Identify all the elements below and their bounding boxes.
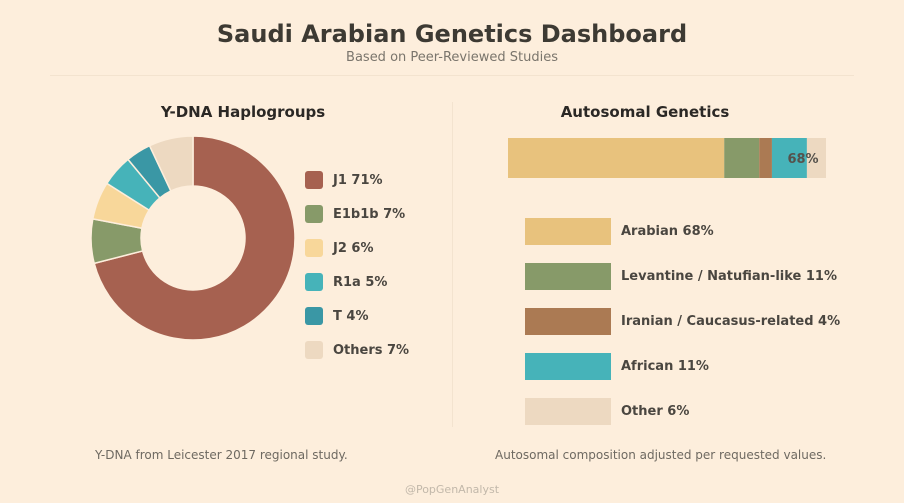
legend-label: Arabian 68%: [621, 224, 714, 239]
legend-swatch: [525, 398, 611, 425]
legend-label: J1 71%: [333, 172, 383, 188]
autosomal-legend: Arabian 68% Levantine / Natufian-like 11%…: [525, 209, 840, 434]
stack-segment-4: [806, 138, 826, 178]
autosomal-stacked-bar: 68%: [508, 138, 826, 178]
ydna-legend: J1 71% E1b1b 7% J2 6% R1a 5% T 4% Others 7%: [305, 163, 409, 367]
autosomal-legend-item: Other 6%: [525, 389, 840, 434]
legend-swatch: [525, 263, 611, 290]
autosomal-legend-item: Levantine / Natufian-like 11%: [525, 254, 840, 299]
stack-segment-2: [759, 138, 772, 178]
legend-label: African 11%: [621, 359, 709, 374]
legend-swatch: [305, 341, 323, 359]
legend-swatch: [305, 205, 323, 223]
ydna-legend-item: R1a 5%: [305, 265, 409, 299]
legend-swatch: [305, 171, 323, 189]
legend-label: E1b1b 7%: [333, 206, 406, 222]
credit-handle: @PopGenAnalyst: [404, 483, 500, 496]
legend-label: Other 6%: [621, 404, 690, 419]
legend-swatch: [305, 307, 323, 325]
autosomal-legend-item: Arabian 68%: [525, 209, 840, 254]
page-subtitle: Based on Peer-Reviewed Studies: [346, 50, 558, 65]
stack-segment-0: [508, 138, 725, 178]
legend-label: R1a 5%: [333, 274, 388, 290]
ydna-legend-item: E1b1b 7%: [305, 197, 409, 231]
legend-label: T 4%: [333, 308, 369, 324]
ydna-legend-item: J2 6%: [305, 231, 409, 265]
ydna-chart-title: Y-DNA Haplogroups: [160, 103, 326, 121]
legend-label: Levantine / Natufian-like 11%: [621, 269, 837, 284]
stack-segment-3: [771, 138, 807, 178]
donut-slice-j1: [93, 135, 296, 341]
autosomal-chart-title: Autosomal Genetics: [560, 103, 730, 121]
legend-label: Others 7%: [333, 342, 410, 358]
autosomal-footnote: Autosomal composition adjusted per reque…: [495, 448, 827, 462]
legend-swatch: [525, 353, 611, 380]
legend-swatch: [305, 273, 323, 291]
stack-bar-annotation: 68%: [787, 152, 818, 167]
ydna-legend-item: J1 71%: [305, 163, 409, 197]
ydna-legend-item: Others 7%: [305, 333, 409, 367]
legend-swatch: [525, 218, 611, 245]
ydna-footnote: Y-DNA from Leicester 2017 regional study…: [95, 448, 348, 462]
legend-label: J2 6%: [333, 240, 374, 256]
page-title: Saudi Arabian Genetics Dashboard: [216, 20, 688, 48]
legend-swatch: [305, 239, 323, 257]
donut-slice-others: [148, 135, 194, 192]
autosomal-legend-item: Iranian / Caucasus-related 4%: [525, 299, 840, 344]
legend-swatch: [525, 308, 611, 335]
ydna-donut-chart: [90, 135, 296, 341]
stack-segment-1: [724, 138, 760, 178]
legend-label: Iranian / Caucasus-related 4%: [621, 314, 841, 329]
header-divider: [50, 75, 854, 76]
autosomal-legend-item: African 11%: [525, 344, 840, 389]
panel-divider: [452, 102, 453, 427]
ydna-legend-item: T 4%: [305, 299, 409, 333]
